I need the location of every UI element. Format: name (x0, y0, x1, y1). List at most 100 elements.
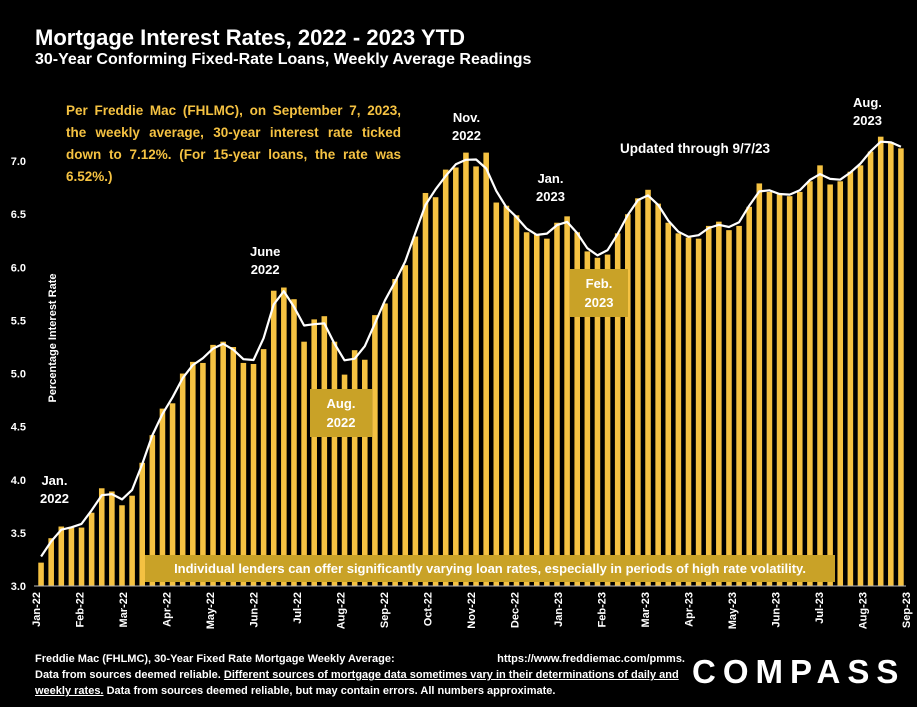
bar (523, 232, 530, 586)
bar (453, 167, 459, 587)
bar (422, 192, 429, 586)
bar (625, 214, 631, 586)
bar (392, 279, 398, 586)
bar (746, 206, 752, 586)
bar (68, 527, 75, 586)
bar (817, 165, 823, 587)
y-tick-label: 3.0 (11, 581, 26, 593)
bar (614, 233, 621, 586)
bar (898, 148, 904, 586)
bar (88, 512, 95, 586)
x-tick-label: Jul-23 (814, 592, 826, 624)
annotation-june-2022: June 2022 (250, 244, 281, 277)
updated-label: Updated through 9/7/23 (620, 141, 771, 156)
source-label: Freddie Mac (FHLMC), 30-Year Fixed Rate … (35, 653, 395, 665)
bar (78, 527, 85, 586)
rate-note: Per Freddie Mac (FHLMC), on September 7,… (66, 103, 401, 184)
chart-title: Mortgage Interest Rates, 2022 - 2023 YTD (35, 25, 465, 50)
bar (766, 191, 773, 586)
bar (38, 562, 44, 586)
bar (210, 344, 216, 586)
y-tick-label: 6.0 (11, 262, 26, 274)
bar (574, 232, 581, 586)
annotation-jan-2023: Jan. 2023 (536, 171, 565, 204)
bar (382, 303, 388, 586)
y-tick-label: 3.5 (11, 528, 26, 540)
bar (655, 203, 661, 586)
bar (473, 166, 479, 586)
x-tick-label: Feb-23 (597, 592, 609, 627)
x-tick-label: May-23 (727, 592, 739, 629)
y-tick-label: 4.5 (11, 422, 26, 434)
bar (270, 290, 277, 586)
x-tick-label: Sep-22 (379, 592, 391, 628)
bar (321, 316, 328, 586)
bar (190, 361, 196, 586)
bar (533, 234, 540, 586)
bar (847, 171, 854, 586)
bar (645, 189, 651, 586)
x-tick-label: May-22 (205, 592, 217, 629)
bar (665, 222, 672, 586)
source-url[interactable]: https://www.freddiemac.com/pmms. (497, 653, 685, 665)
x-tick-label: Jun-23 (771, 592, 783, 627)
bar (786, 196, 793, 587)
bar (169, 403, 176, 586)
x-tick-label: Jul-22 (292, 592, 304, 624)
y-tick-label: 5.5 (11, 315, 26, 327)
bar (301, 341, 307, 586)
bar (705, 225, 712, 586)
volatility-banner: Individual lenders can offer significant… (145, 555, 835, 582)
bar (695, 238, 702, 587)
bar (412, 236, 419, 587)
annotation-aug-2023: Aug. 2023 (853, 95, 882, 128)
annotation-aug-2022: Aug. 2022 (310, 389, 372, 437)
source-footer: Freddie Mac (FHLMC), 30-Year Fixed Rate … (35, 651, 685, 699)
bar (493, 202, 500, 586)
bar (372, 315, 378, 586)
bar (291, 299, 297, 586)
bar (503, 205, 510, 587)
bar (159, 408, 166, 586)
x-tick-label: Jan-23 (553, 592, 565, 627)
bar (584, 251, 591, 586)
bar (331, 341, 338, 586)
x-tick-label: Apr-23 (684, 592, 696, 627)
bar (361, 359, 368, 586)
bar (867, 151, 874, 586)
x-tick-label: Jan-22 (31, 592, 43, 627)
bar (48, 538, 54, 586)
chart-subtitle: 30-Year Conforming Fixed-Rate Loans, Wee… (35, 51, 532, 68)
bar (796, 191, 803, 586)
bar (149, 435, 156, 586)
bar (776, 194, 783, 587)
bar (675, 233, 682, 586)
x-tick-label: Apr-22 (162, 592, 174, 627)
x-tick-label: Aug-23 (858, 592, 870, 629)
bar (726, 230, 732, 586)
bar (544, 238, 550, 587)
bar (564, 216, 570, 586)
compass-logo: COMPASS (692, 653, 906, 690)
bar (736, 225, 742, 586)
bar (807, 181, 813, 586)
bar (716, 221, 722, 586)
x-tick-label: Feb-22 (75, 592, 87, 627)
bar (341, 374, 348, 586)
bar (58, 526, 65, 586)
bar (109, 491, 115, 586)
y-tick-label: 4.0 (11, 475, 26, 487)
bar (139, 462, 146, 586)
bar (98, 488, 105, 586)
bar (888, 141, 894, 587)
y-axis-label: Percentage Interest Rate (47, 274, 59, 403)
bar (240, 362, 247, 586)
x-tick-label: Mar-22 (118, 592, 130, 627)
footer-text-end: Data from sources deemed reliable, but m… (106, 685, 556, 697)
bar (129, 495, 135, 586)
annotation-feb-2023: Feb. 2023 (570, 269, 628, 317)
bar (837, 181, 844, 586)
annotation-jan-2022: Jan. 2022 (40, 473, 69, 506)
bar (402, 265, 409, 586)
